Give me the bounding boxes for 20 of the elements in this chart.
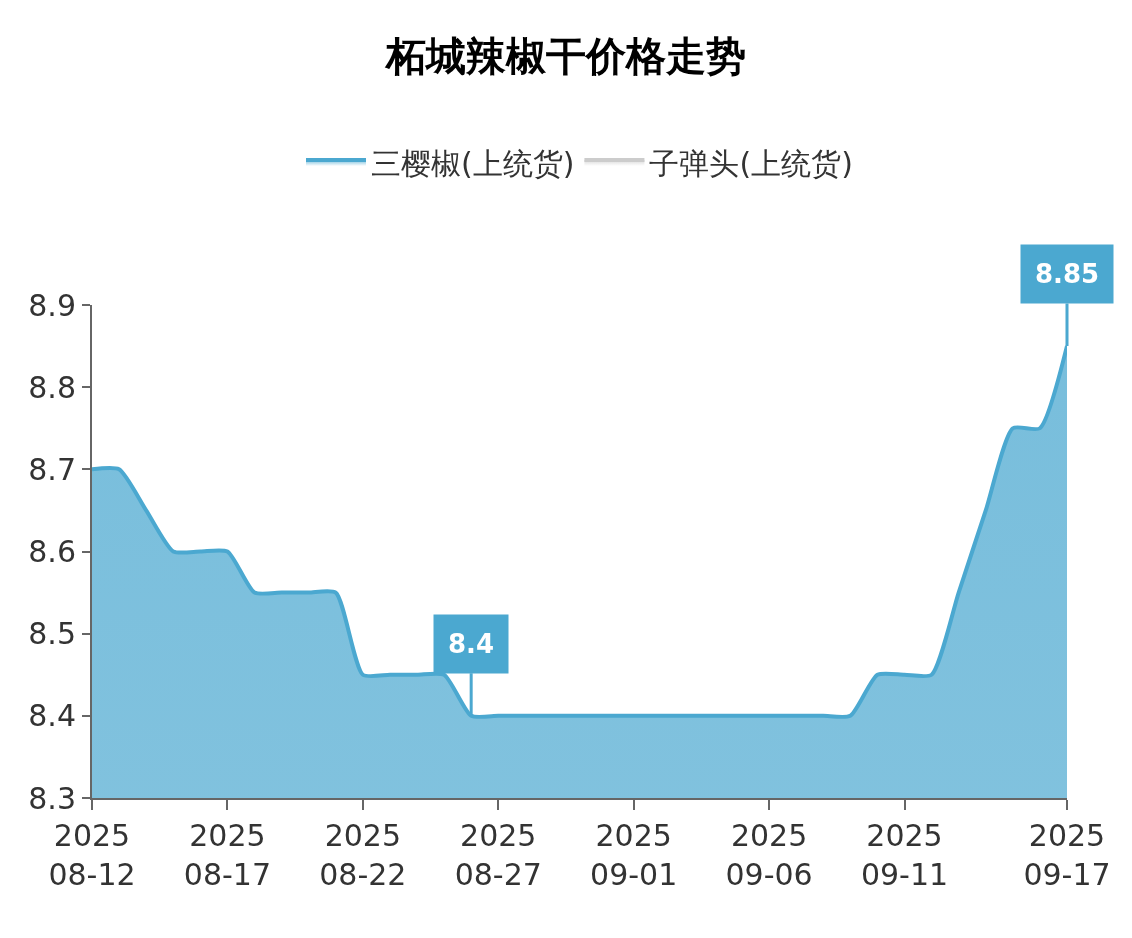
y-tick-label: 8.8 bbox=[28, 369, 76, 405]
chart-title: 柘城辣椒干价格走势 bbox=[384, 33, 746, 80]
legend-label: 三樱椒(上统货) bbox=[371, 145, 575, 181]
y-tick-label: 8.9 bbox=[28, 287, 76, 323]
x-tick-label: 2025 08-22 bbox=[319, 818, 407, 892]
legend-label: 子弹头(上统货) bbox=[649, 145, 853, 181]
x-tick-label: 2025 08-12 bbox=[48, 818, 136, 892]
x-tick-label: 2025 09-06 bbox=[725, 818, 813, 892]
x-tick-label: 2025 09-01 bbox=[590, 818, 678, 892]
annotation: 8.4 bbox=[448, 629, 495, 659]
x-tick-label: 2025 08-17 bbox=[183, 818, 272, 892]
y-tick-label: 8.4 bbox=[28, 698, 76, 734]
x-tick-label: 2025 08-27 bbox=[454, 818, 542, 892]
y-tick-label: 8.6 bbox=[28, 534, 76, 569]
y-tick-label: 8.3 bbox=[28, 780, 76, 816]
y-tick-label: 8.7 bbox=[28, 451, 76, 487]
annotation: 8.85 bbox=[1035, 259, 1100, 289]
x-tick-label: 2025 09-11 bbox=[860, 818, 949, 892]
y-tick-label: 8.5 bbox=[28, 616, 76, 652]
x-tick-label: 2025 09-17 bbox=[1023, 818, 1111, 892]
